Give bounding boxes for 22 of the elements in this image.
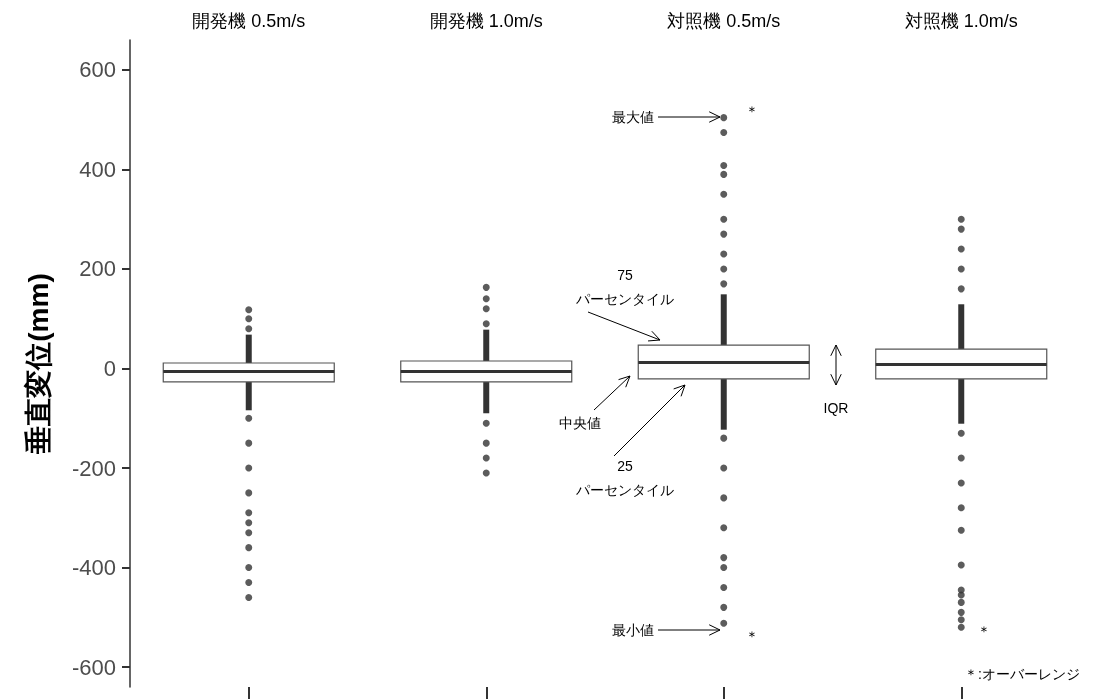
- y-tick-label: 600: [79, 57, 116, 83]
- x-tick-label: 開発機 0.5m/s: [192, 11, 306, 31]
- y-tick-label: 200: [79, 256, 116, 282]
- annotation: ＊:オーバーレンジ: [964, 666, 1080, 682]
- y-tick-label: -400: [71, 555, 116, 581]
- annotation: 最小値: [612, 622, 654, 638]
- x-tick-label: 開発機 1.0m/s: [429, 11, 543, 31]
- annotation: 中央値: [559, 415, 601, 431]
- annotation: 最大値: [612, 109, 654, 125]
- y-tick-label: 0: [103, 355, 116, 381]
- y-tick-label: -600: [71, 654, 116, 680]
- annotation: ＊: [977, 623, 991, 639]
- annotation: 25 パーセンタイル: [575, 458, 674, 498]
- annotation: ＊: [745, 628, 759, 644]
- annotation: ＊: [745, 103, 759, 119]
- y-tick-label: 400: [79, 156, 116, 182]
- y-axis-title: 垂直変位(mm): [22, 273, 54, 455]
- annotation: IQR: [823, 400, 849, 416]
- y-tick-label: -200: [71, 455, 116, 481]
- x-tick-label: 対照機 0.5m/s: [667, 11, 781, 31]
- annotation: 75 パーセンタイル: [575, 267, 674, 307]
- x-tick-label: 対照機 1.0m/s: [904, 11, 1018, 31]
